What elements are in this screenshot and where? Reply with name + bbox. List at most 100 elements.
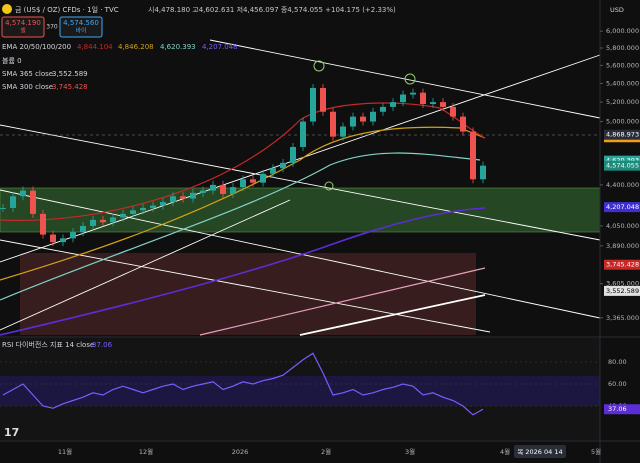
ema-200 bbox=[0, 207, 486, 336]
ema-value: 4,846.208 bbox=[118, 43, 154, 51]
ema-value: 4,844.104 bbox=[77, 43, 113, 51]
candle bbox=[60, 238, 66, 243]
cursor-box bbox=[514, 445, 566, 458]
symbol: 금 (US$ / OZ) CFDs · 1일 · TVC bbox=[15, 5, 119, 14]
buy-button[interactable] bbox=[59, 16, 103, 38]
candle bbox=[90, 219, 96, 226]
volume-legend: 볼륨 0 bbox=[2, 56, 22, 65]
candle bbox=[290, 146, 296, 163]
time-label: 4월 bbox=[500, 447, 510, 456]
candle bbox=[370, 111, 376, 122]
sma-300 bbox=[199, 267, 486, 336]
candle bbox=[240, 179, 246, 188]
volume-overlay bbox=[20, 253, 476, 335]
candle bbox=[220, 184, 226, 194]
candle bbox=[480, 165, 486, 180]
y-tick-label: 6,000.000 bbox=[606, 27, 639, 35]
candle bbox=[470, 131, 476, 180]
price-axis: 6,000.000 5,800.000 5,600.000 5,400.000 5,20… bbox=[600, 27, 640, 322]
ema-100 bbox=[0, 152, 481, 301]
marker bbox=[324, 181, 334, 191]
candle bbox=[430, 102, 436, 105]
time-label: 5월 bbox=[591, 447, 601, 456]
time-label: 3월 bbox=[405, 447, 415, 456]
sma365-value: 3,552.589 bbox=[52, 70, 88, 78]
candle bbox=[360, 116, 366, 122]
candle bbox=[460, 116, 466, 132]
spread: 370 bbox=[46, 24, 58, 31]
candle bbox=[200, 190, 206, 193]
price-badge bbox=[604, 129, 640, 140]
y-tick-label: 3,890.000 bbox=[606, 242, 639, 250]
y-tick-label: 4,050.000 bbox=[606, 222, 639, 230]
rsi-badge-label: 37.06 bbox=[608, 405, 627, 413]
rsi-band bbox=[0, 376, 600, 406]
marker bbox=[404, 73, 416, 85]
candle bbox=[350, 116, 356, 127]
candle bbox=[40, 213, 46, 235]
sell-label: 셀 bbox=[20, 27, 26, 35]
time-label: 2월 bbox=[321, 447, 331, 456]
time-label: 2026 bbox=[232, 448, 249, 456]
y-tick-label: 5,000.000 bbox=[606, 118, 639, 126]
candle bbox=[270, 168, 276, 174]
price-badge-label: 4,574.055 bbox=[606, 162, 639, 170]
candle bbox=[160, 202, 166, 206]
sma-365 bbox=[299, 294, 486, 336]
sell-button[interactable] bbox=[1, 16, 45, 38]
candle bbox=[390, 102, 396, 107]
y-tick-label: 4,400.000 bbox=[606, 181, 639, 189]
candle bbox=[80, 225, 86, 233]
candle bbox=[180, 196, 186, 199]
ema-20 bbox=[0, 102, 486, 222]
price-badge-label: 3,745.428 bbox=[606, 261, 639, 269]
candle bbox=[440, 102, 446, 107]
candle bbox=[320, 88, 326, 112]
zone-box bbox=[0, 187, 601, 233]
candle bbox=[340, 126, 346, 137]
time-label: 11월 bbox=[58, 447, 72, 456]
marker bbox=[313, 60, 325, 72]
sma300-value: 3,745.428 bbox=[52, 83, 88, 91]
candle bbox=[10, 196, 16, 208]
candle bbox=[280, 162, 286, 169]
y-tick-label: 60.00 bbox=[608, 380, 627, 388]
y-tick-label: 5,600.000 bbox=[606, 61, 639, 69]
logo: 17 bbox=[4, 426, 19, 439]
y-tick-label: 80.00 bbox=[608, 358, 627, 366]
rsi-value: 37.06 bbox=[92, 341, 113, 349]
price-badge bbox=[604, 202, 640, 213]
candle bbox=[0, 207, 6, 209]
candle bbox=[120, 213, 126, 218]
candle bbox=[420, 92, 426, 105]
candle bbox=[300, 121, 306, 147]
sell-price: 4,574.190 bbox=[5, 19, 41, 27]
candle bbox=[250, 179, 256, 183]
candle bbox=[190, 192, 196, 199]
symbol-icon bbox=[2, 4, 12, 14]
buy-price: 4,574.560 bbox=[63, 19, 99, 27]
candle bbox=[170, 196, 176, 203]
cursor-date: 목 2026 04 14 bbox=[517, 448, 562, 456]
candle bbox=[70, 232, 76, 239]
y-tick-label: 5,400.000 bbox=[606, 79, 639, 87]
trend-lines bbox=[0, 39, 601, 333]
candle bbox=[410, 92, 416, 95]
y-tick-label: 5,200.000 bbox=[606, 98, 639, 106]
candle bbox=[450, 106, 456, 117]
y-tick-label: 3,365.000 bbox=[606, 314, 639, 322]
candle bbox=[380, 106, 386, 112]
candle bbox=[400, 94, 406, 103]
ema-value: 4,207.048 bbox=[202, 43, 238, 51]
price-badge-label: 3,552.589 bbox=[606, 287, 639, 295]
currency[interactable]: USD bbox=[610, 6, 624, 14]
sma365-legend: SMA 365 close bbox=[2, 70, 53, 78]
candle bbox=[330, 111, 336, 137]
candle bbox=[130, 210, 136, 214]
candle bbox=[230, 187, 236, 194]
candle bbox=[150, 205, 156, 208]
rsi-line bbox=[2, 352, 484, 416]
